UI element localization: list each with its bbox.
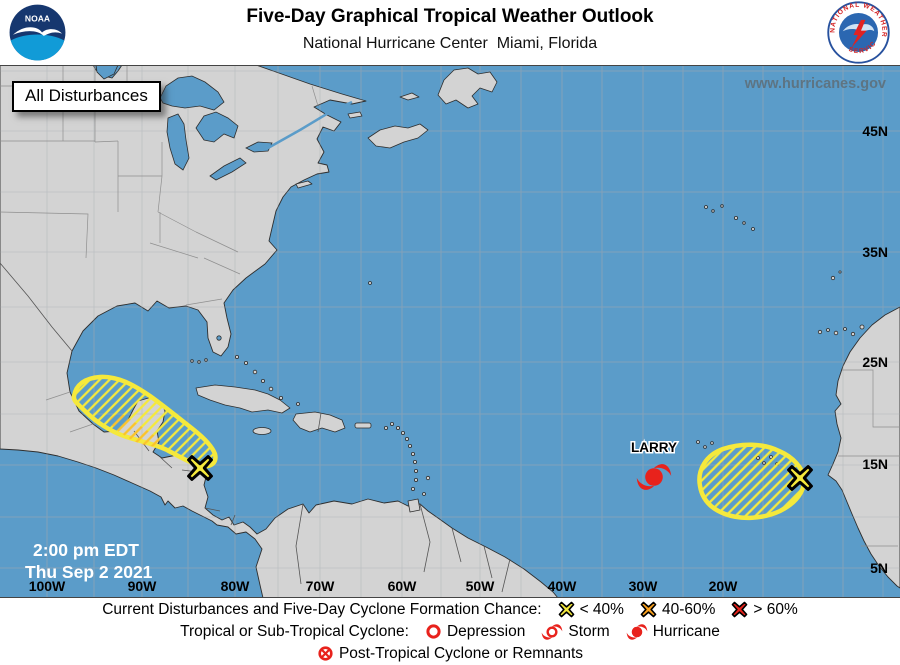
storm-name-label: LARRY xyxy=(631,440,677,455)
cuba xyxy=(195,384,291,414)
timestamp-line1: 2:00 pm EDT xyxy=(33,540,139,560)
timestamp: 2:00 pm EDT Thu Sep 2 2021 xyxy=(25,540,153,582)
red-x-icon xyxy=(731,601,748,618)
page-subtitle: National Hurricane Center Miami, Florida xyxy=(302,35,598,52)
hurricanes-gov-link[interactable]: www.hurricanes.gov xyxy=(744,76,886,92)
legend: Current Disturbances and Five-Day Cyclon… xyxy=(0,598,900,665)
lat-labels: 45N 35N 25N 15N 5N xyxy=(862,123,888,576)
prince-edward-island xyxy=(347,111,363,119)
legend-post-tropical-label: Post-Tropical Cyclone or Remnants xyxy=(338,644,584,662)
legend-cyclone-row: Tropical or Sub-Tropical Cyclone: Depres… xyxy=(180,621,720,643)
legend-high-chance-label: > 60% xyxy=(753,600,798,618)
svg-text:100W: 100W xyxy=(29,578,66,594)
svg-text:70W: 70W xyxy=(306,578,336,594)
basemap-svg: LARRY 2:00 pm EDT Thu Sep 2 2021 www.hur… xyxy=(0,65,900,598)
canary-islands xyxy=(817,324,865,337)
hurricane-filled-icon xyxy=(626,621,648,643)
anticosti-island xyxy=(399,92,420,101)
yellow-x-icon xyxy=(558,601,575,618)
svg-text:15N: 15N xyxy=(862,456,888,472)
legend-storm-label: Storm xyxy=(568,622,610,640)
jamaica xyxy=(252,427,272,435)
puerto-rico xyxy=(354,422,372,429)
landmass-africa xyxy=(827,306,900,589)
legend-medium-chance-label: 40-60% xyxy=(661,600,716,618)
all-disturbances-label: All Disturbances xyxy=(12,81,161,112)
hispaniola xyxy=(292,411,346,433)
page-title: Five-Day Graphical Tropical Weather Outl… xyxy=(246,6,654,27)
legend-formation-label: Current Disturbances and Five-Day Cyclon… xyxy=(102,600,542,618)
graticule-land xyxy=(0,65,900,598)
nws-lightning-icon xyxy=(851,19,867,48)
overlap-tint xyxy=(108,413,162,447)
florida-keys xyxy=(190,358,208,364)
svg-text:50W: 50W xyxy=(466,578,496,594)
noaa-logo-sea xyxy=(10,34,65,61)
svg-text:25N: 25N xyxy=(862,354,888,370)
disturbance-x-marker-west[interactable] xyxy=(187,455,213,481)
legend-hurricane-label: Hurricane xyxy=(652,622,720,640)
bermuda xyxy=(368,281,372,285)
lon-labels: 100W 90W 80W 70W 60W 50W 40W 30W 20W xyxy=(29,578,738,594)
svg-text:80W: 80W xyxy=(221,578,251,594)
svg-text:5N: 5N xyxy=(870,560,888,576)
legend-depression-label: Depression xyxy=(446,622,526,640)
disturbance-area-east[interactable] xyxy=(697,442,807,521)
great-lakes xyxy=(95,65,273,341)
noaa-logo[interactable]: NOAA xyxy=(9,4,66,61)
country-borders xyxy=(0,262,511,593)
svg-text:30W: 30W xyxy=(629,578,659,594)
disturbance-x-marker-east[interactable] xyxy=(787,465,813,491)
newfoundland xyxy=(437,67,498,109)
graticule-ocean xyxy=(0,65,900,598)
legend-cyclone-label: Tropical or Sub-Tropical Cyclone: xyxy=(180,622,409,640)
timestamp-line2: Thu Sep 2 2021 xyxy=(25,562,153,582)
svg-text:40W: 40W xyxy=(548,578,578,594)
bahamas xyxy=(234,354,300,406)
lesser-antilles xyxy=(383,421,431,491)
page-header: NOAA Five-Day Graphical Tropical Weather… xyxy=(0,0,900,65)
noaa-logo-text: NOAA xyxy=(25,14,50,24)
legend-low-chance-label: < 40% xyxy=(579,600,624,618)
nws-logo[interactable]: NATIONAL WEATHER SERVICE xyxy=(827,1,890,64)
disturbance-area-west[interactable] xyxy=(71,374,218,469)
orange-x-icon xyxy=(640,601,657,618)
svg-text:90W: 90W xyxy=(128,578,158,594)
post-tropical-crossed-circle-icon xyxy=(317,645,334,662)
svg-text:45N: 45N xyxy=(862,123,888,139)
svg-text:35N: 35N xyxy=(862,244,888,260)
tobago xyxy=(422,492,426,496)
madeira xyxy=(830,270,842,281)
islands xyxy=(190,67,865,513)
nova-scotia xyxy=(367,123,429,149)
legend-formation-row: Current Disturbances and Five-Day Cyclon… xyxy=(102,599,798,621)
storm-spiral-icon xyxy=(541,621,563,643)
trinidad xyxy=(407,498,421,513)
long-island xyxy=(295,180,313,189)
svg-text:20W: 20W xyxy=(709,578,739,594)
azores xyxy=(704,204,755,231)
hurricane-larry-icon[interactable] xyxy=(636,464,672,490)
noaa-gull-icon xyxy=(12,27,63,36)
legend-post-tropical-row: Post-Tropical Cyclone or Remnants xyxy=(317,643,583,665)
depression-circle-icon xyxy=(425,623,442,640)
svg-text:60W: 60W xyxy=(388,578,418,594)
outlook-map[interactable]: LARRY 2:00 pm EDT Thu Sep 2 2021 www.hur… xyxy=(0,65,900,598)
st-lawrence-river xyxy=(267,100,353,150)
